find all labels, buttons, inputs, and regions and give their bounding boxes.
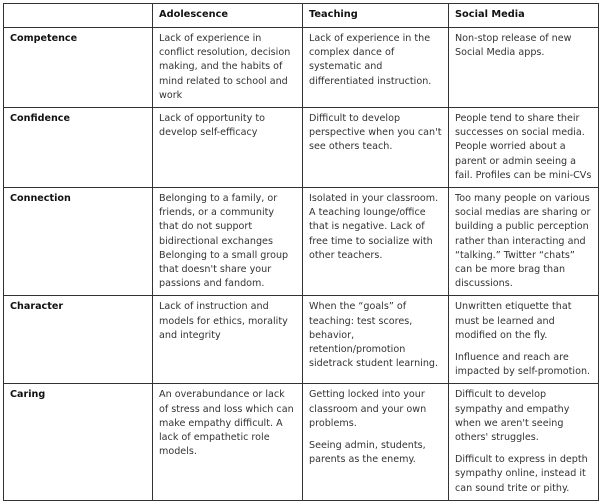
cell-paragraph: Getting locked into your classroom and y…	[309, 389, 427, 429]
header-social-media: Social Media	[448, 3, 599, 28]
table-cell: Lack of instruction and models for ethic…	[152, 295, 303, 385]
table-row: Connection Belonging to a family, or frie…	[3, 187, 599, 297]
row-label: Competence	[3, 26, 153, 109]
cell-paragraph: Difficult to develop perspective when yo…	[309, 113, 442, 153]
cell-paragraph: Seeing admin, students, parents as the e…	[309, 440, 426, 466]
cell-paragraph: Isolated in your classroom. A teaching l…	[309, 193, 439, 261]
table-cell: Non-stop release of new Social Media app…	[448, 26, 599, 109]
table-cell: Lack of experience in conflict resolutio…	[152, 26, 303, 109]
cell-paragraph: Lack of experience in conflict resolutio…	[159, 33, 291, 101]
table-cell: Difficult to develop sympathy and empath…	[448, 383, 599, 501]
table-cell: Belonging to a family, or friends, or a …	[152, 187, 303, 297]
table-cell: Difficult to develop perspective when yo…	[302, 107, 449, 189]
table-row: Competence Lack of experience in conflict…	[3, 26, 599, 109]
header-cell-empty	[3, 3, 153, 28]
table-cell: Getting locked into your classroom and y…	[302, 383, 449, 501]
cell-paragraph: Difficult to express in depth sympathy o…	[455, 454, 588, 494]
header-adolescence: Adolescence	[152, 3, 303, 28]
cell-paragraph: Influence and reach are impacted by self…	[455, 352, 591, 378]
row-label: Confidence	[3, 107, 153, 189]
cell-paragraph: Non-stop release of new Social Media app…	[455, 33, 572, 59]
row-label: Character	[3, 295, 153, 385]
table-row: Character Lack of instruction and models …	[3, 295, 599, 385]
table-cell: Lack of opportunity to develop self-effi…	[152, 107, 303, 189]
row-label: Connection	[3, 187, 153, 297]
table-cell: Unwritten etiquette that must be learned…	[448, 295, 599, 385]
cell-paragraph: When the “goals” of teaching: test score…	[309, 301, 439, 370]
header-row: Adolescence Teaching Social Media	[3, 3, 599, 28]
cell-paragraph: Lack of experience in the complex dance …	[309, 33, 432, 87]
table-cell: Too many people on various social medias…	[448, 187, 599, 297]
table-cell: When the “goals” of teaching: test score…	[302, 295, 449, 385]
cell-paragraph: Belonging to a family, or friends, or a …	[159, 193, 289, 290]
cell-paragraph: Too many people on various social medias…	[455, 193, 591, 290]
header-teaching: Teaching	[302, 3, 449, 28]
cell-paragraph: Lack of opportunity to develop self-effi…	[159, 113, 265, 139]
table-row: Caring An overabundance or lack of stress…	[3, 383, 599, 501]
cell-paragraph: Difficult to develop sympathy and empath…	[455, 389, 570, 444]
table-cell: Lack of experience in the complex dance …	[302, 26, 449, 109]
table-row: Confidence Lack of opportunity to develop…	[3, 107, 599, 189]
row-label: Caring	[3, 383, 153, 501]
table-cell: An overabundance or lack of stress and l…	[152, 383, 303, 501]
table-cell: Isolated in your classroom. A teaching l…	[302, 187, 449, 297]
cell-paragraph: People tend to share their successes on …	[455, 113, 592, 181]
comparison-table: Adolescence Teaching Social Media Compet…	[3, 3, 599, 501]
cell-paragraph: Unwritten etiquette that must be learned…	[455, 301, 572, 341]
cell-paragraph: Lack of instruction and models for ethic…	[159, 301, 288, 341]
table-cell: People tend to share their successes on …	[448, 107, 599, 189]
cell-paragraph: An overabundance or lack of stress and l…	[159, 389, 294, 458]
